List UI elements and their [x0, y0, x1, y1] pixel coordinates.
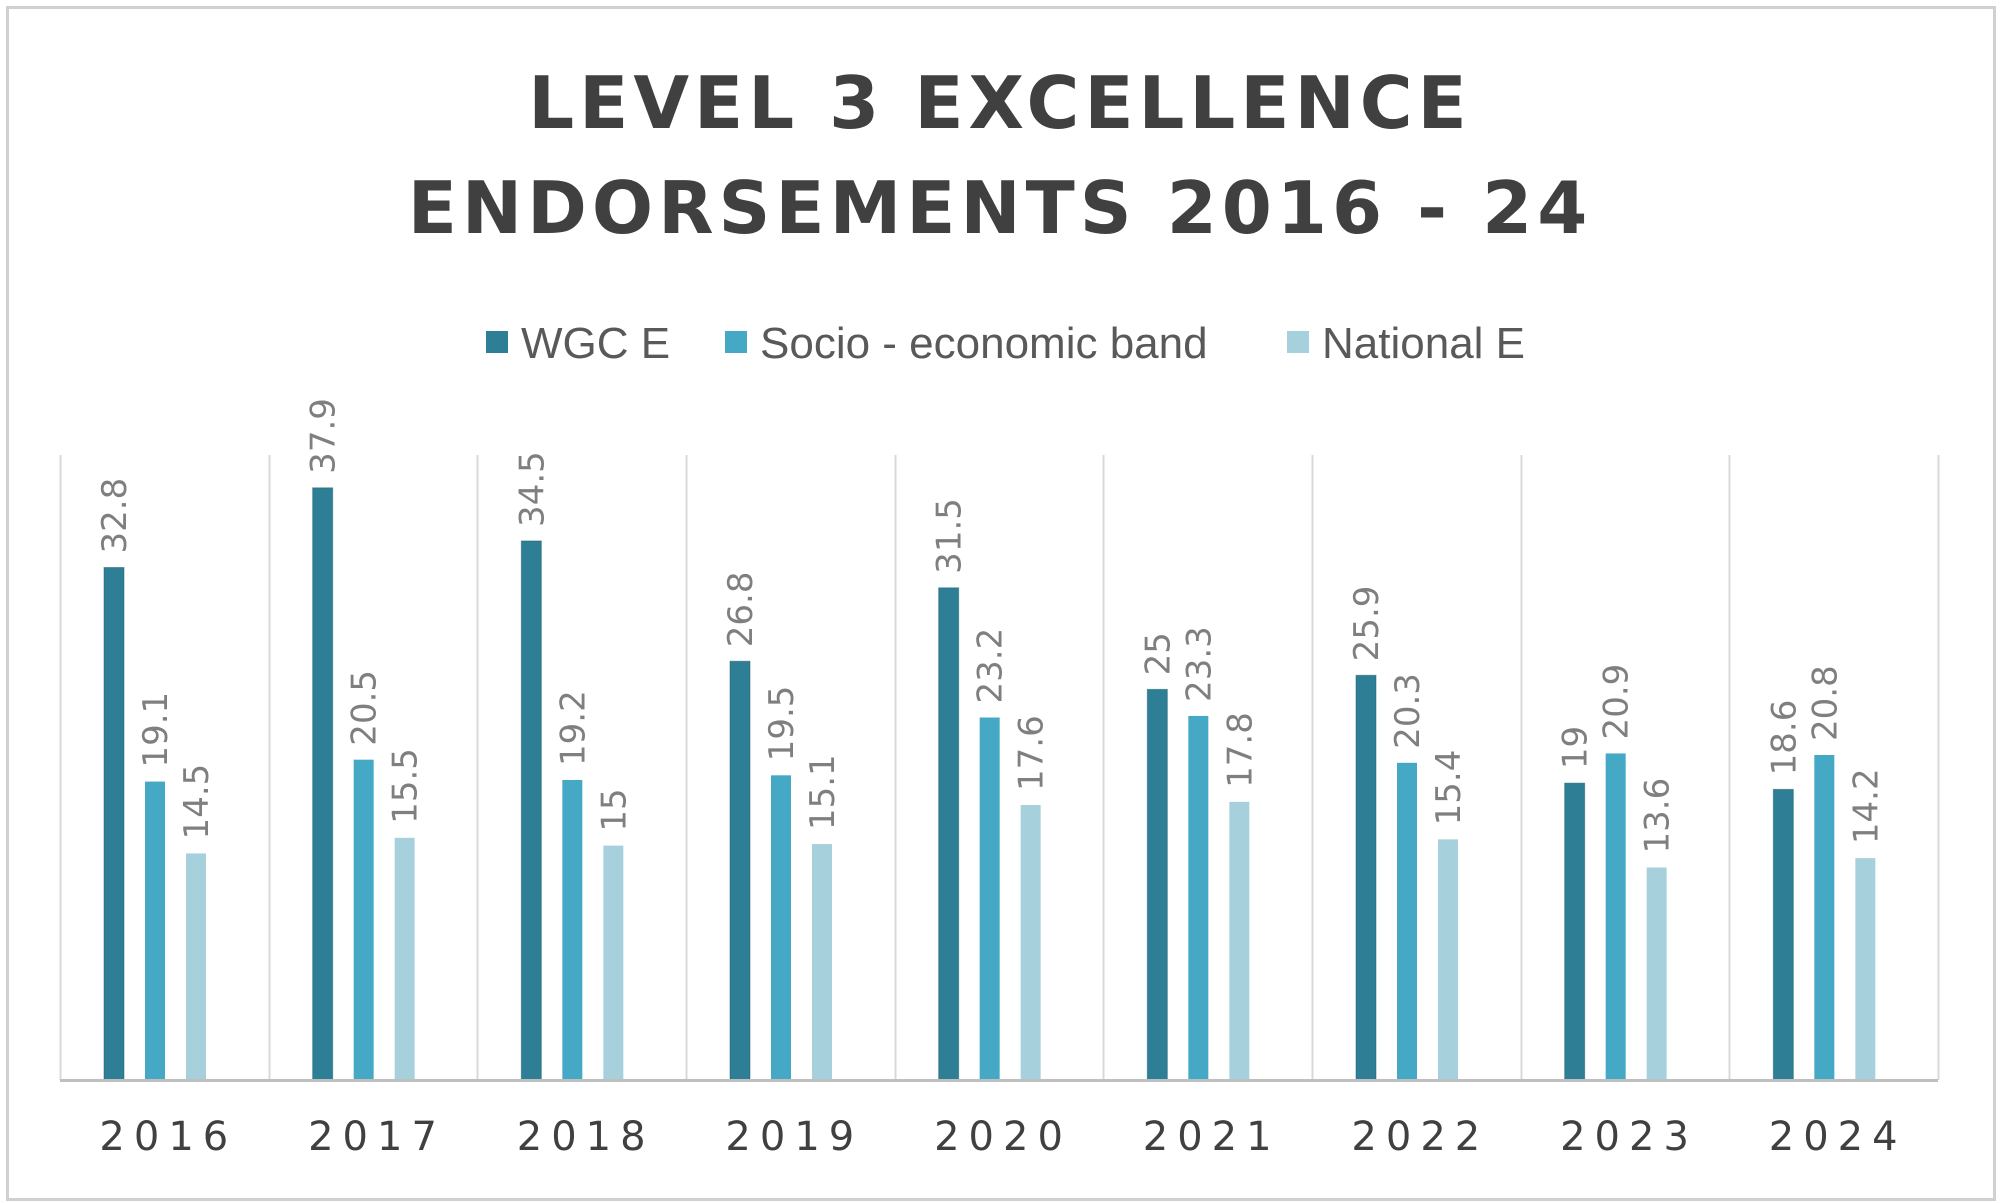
data-label-national-e-2018: 15	[594, 788, 634, 831]
bar-wgc-e-2016	[103, 567, 125, 1081]
x-tick-label-2018: 2018	[517, 1114, 655, 1160]
x-axis: 2016 2017 2018 2019 2020 2021 2022 2023 2024	[60, 1079, 1938, 1160]
legend: WGC E Socio - economic band National E	[486, 319, 1525, 368]
data-label-national-e-2016: 14.5	[177, 764, 217, 840]
data-label-socio-economic-band-2021: 23.3	[1179, 626, 1219, 702]
x-tick-label-2020: 2020	[934, 1114, 1072, 1160]
bar-national-e-2016	[186, 853, 206, 1080]
data-label-national-e-2022: 15.4	[1429, 750, 1469, 826]
bar-national-e-2020	[1020, 805, 1041, 1080]
data-label-national-e-2023: 13.6	[1638, 778, 1678, 854]
bar-wgc-e-2021	[1146, 688, 1168, 1081]
bar-socio-economic-band-2019	[771, 775, 791, 1080]
legend-swatch-wgc-e	[486, 331, 508, 353]
bar-socio-economic-band-2018	[562, 780, 583, 1080]
data-label-socio-economic-band-2019: 19.5	[762, 686, 802, 762]
bar-wgc-e-2017	[312, 487, 334, 1081]
data-label-wgc-e-2022: 25.9	[1347, 586, 1387, 662]
chart-title-line-2: ENDORSEMENTS 2016 - 24	[408, 166, 1593, 250]
x-tick-label-2021: 2021	[1143, 1114, 1281, 1160]
data-label-wgc-e-2021: 25	[1138, 632, 1178, 675]
data-label-national-e-2019: 15.1	[803, 754, 843, 830]
data-label-wgc-e-2020: 31.5	[930, 498, 970, 574]
chart-title-line-1: LEVEL 3 EXCELLENCE	[528, 61, 1471, 145]
x-tick-label-2019: 2019	[725, 1114, 863, 1160]
data-label-national-e-2021: 17.8	[1220, 712, 1260, 788]
data-label-wgc-e-2024: 18.6	[1764, 700, 1804, 776]
bar-socio-economic-band-2021	[1188, 715, 1209, 1080]
x-tick-label-2016: 2016	[99, 1114, 237, 1160]
x-tick-label-2023: 2023	[1560, 1114, 1698, 1160]
bar-wgc-e-2020	[938, 587, 960, 1081]
bar-national-e-2018	[603, 845, 624, 1080]
legend-label-wgc-e: WGC E	[521, 319, 670, 368]
data-label-wgc-e-2017: 37.9	[304, 398, 344, 474]
bar-wgc-e-2024	[1772, 788, 1794, 1081]
legend-label-socio-economic-band: Socio - economic band	[760, 319, 1208, 368]
bar-socio-economic-band-2017	[353, 759, 374, 1080]
data-label-national-e-2017: 15.5	[386, 748, 426, 824]
bar-wgc-e-2023	[1564, 782, 1586, 1081]
bar-socio-economic-band-2020	[979, 717, 1000, 1080]
bar-national-e-2023	[1646, 867, 1667, 1080]
data-label-wgc-e-2019: 26.8	[721, 572, 761, 648]
data-label-socio-economic-band-2018: 19.2	[553, 690, 593, 766]
data-label-socio-economic-band-2022: 20.3	[1388, 673, 1428, 749]
data-label-wgc-e-2023: 19	[1556, 726, 1596, 769]
data-label-socio-economic-band-2023: 20.9	[1597, 664, 1637, 740]
category-gridlines	[59, 455, 1940, 1080]
bars	[103, 487, 1876, 1081]
data-label-socio-economic-band-2020: 23.2	[971, 628, 1011, 704]
legend-label-national-e: National E	[1322, 319, 1525, 368]
legend-swatch-socio-economic-band	[725, 331, 747, 353]
data-labels: 32.8 37.9 34.5 26.8 31.5 25 25.9 19 18.6 19.1 20.5…	[95, 398, 1886, 853]
bar-wgc-e-2022	[1355, 674, 1377, 1081]
x-tick-label-2017: 2017	[308, 1114, 446, 1160]
x-tick-label-2024: 2024	[1769, 1114, 1907, 1160]
data-label-socio-economic-band-2017: 20.5	[345, 670, 385, 746]
x-tick-label-2022: 2022	[1351, 1114, 1489, 1160]
bar-national-e-2024	[1855, 858, 1876, 1080]
bar-wgc-e-2018	[520, 540, 542, 1081]
bar-national-e-2022	[1438, 839, 1458, 1080]
bar-national-e-2019	[812, 844, 832, 1080]
bar-socio-economic-band-2016	[145, 781, 165, 1080]
data-label-wgc-e-2016: 32.8	[95, 478, 135, 554]
bar-national-e-2017	[394, 837, 415, 1080]
bar-socio-economic-band-2023	[1605, 753, 1626, 1080]
bar-socio-economic-band-2024	[1814, 755, 1835, 1080]
data-label-wgc-e-2018: 34.5	[512, 451, 552, 527]
data-label-national-e-2024: 14.2	[1846, 768, 1886, 844]
bar-socio-economic-band-2022	[1397, 762, 1417, 1080]
bar-wgc-e-2019	[729, 660, 751, 1081]
bar-national-e-2021	[1229, 801, 1250, 1080]
legend-swatch-national-e	[1287, 331, 1309, 353]
data-label-national-e-2020: 17.6	[1012, 715, 1052, 791]
data-label-socio-economic-band-2024: 20.8	[1805, 665, 1845, 741]
data-label-socio-economic-band-2016: 19.1	[136, 692, 176, 768]
